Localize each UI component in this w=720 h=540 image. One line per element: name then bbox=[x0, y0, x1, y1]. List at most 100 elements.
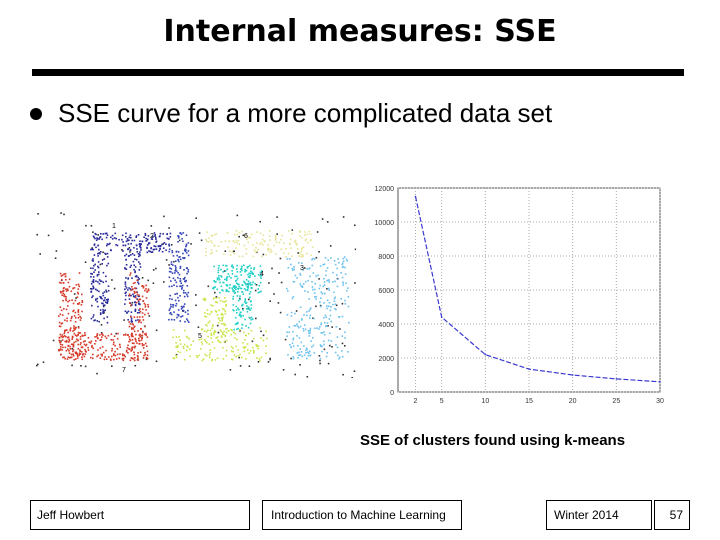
scatter-point bbox=[144, 306, 147, 308]
scatter-point bbox=[74, 328, 76, 330]
scatter-point bbox=[307, 351, 309, 353]
scatter-point bbox=[96, 372, 98, 375]
scatter-point bbox=[62, 336, 65, 338]
scatter-point bbox=[217, 339, 220, 342]
scatter-point bbox=[97, 337, 99, 340]
scatter-point bbox=[250, 267, 252, 269]
scatter-point bbox=[178, 273, 181, 276]
scatter-point bbox=[229, 369, 232, 371]
scatter-point bbox=[179, 258, 182, 261]
scatter-point bbox=[296, 323, 298, 325]
sse-data-point bbox=[528, 368, 530, 370]
scatter-point bbox=[122, 250, 124, 252]
scatter-point bbox=[203, 298, 205, 301]
scatter-point bbox=[84, 334, 87, 336]
scatter-point bbox=[75, 351, 78, 354]
scatter-point bbox=[136, 312, 139, 314]
scatter-point bbox=[319, 362, 321, 365]
scatter-point bbox=[97, 255, 99, 257]
scatter-point bbox=[250, 319, 252, 321]
scatter-point bbox=[275, 253, 277, 255]
scatter-point bbox=[125, 277, 127, 279]
scatter-point bbox=[333, 300, 336, 302]
scatter-point bbox=[72, 310, 74, 313]
scatter-point bbox=[67, 312, 70, 315]
scatter-point bbox=[173, 319, 176, 321]
scatter-point bbox=[335, 326, 338, 328]
scatter-point bbox=[338, 261, 340, 264]
scatter-point bbox=[131, 253, 134, 255]
scatter-point bbox=[131, 342, 134, 344]
scatter-point bbox=[67, 348, 69, 351]
scatter-point bbox=[327, 325, 329, 327]
scatter-point bbox=[208, 320, 211, 323]
scatter-point bbox=[311, 281, 313, 283]
scatter-point bbox=[328, 289, 330, 291]
scatter-point bbox=[192, 340, 194, 342]
scatter-point bbox=[265, 253, 268, 256]
scatter-point bbox=[321, 218, 324, 220]
scatter-point bbox=[269, 357, 271, 360]
scatter-point bbox=[147, 235, 150, 237]
scatter-point bbox=[205, 247, 207, 250]
scatter-point bbox=[134, 308, 137, 311]
scatter-point bbox=[325, 316, 327, 318]
scatter-point bbox=[205, 330, 208, 333]
scatter-point bbox=[179, 265, 182, 268]
scatter-point bbox=[63, 308, 65, 310]
scatter-point bbox=[64, 275, 67, 277]
scatter-point bbox=[63, 335, 66, 337]
scatter-point bbox=[247, 285, 250, 287]
scatter-point bbox=[230, 333, 232, 336]
scatter-point bbox=[311, 246, 314, 248]
scatter-point bbox=[327, 362, 330, 365]
scatter-point bbox=[130, 242, 132, 245]
scatter-point bbox=[129, 339, 132, 342]
scatter-point bbox=[184, 280, 186, 282]
scatter-point bbox=[77, 347, 80, 350]
scatter-point bbox=[165, 243, 167, 245]
scatter-point bbox=[241, 230, 243, 233]
scatter-point bbox=[114, 344, 116, 347]
scatter-point bbox=[321, 332, 324, 334]
scatter-point bbox=[232, 250, 235, 253]
scatter-point bbox=[101, 297, 103, 300]
scatter-point bbox=[129, 359, 132, 362]
scatter-point bbox=[71, 348, 74, 350]
scatter-point bbox=[77, 355, 79, 357]
scatter-point bbox=[236, 271, 239, 273]
scatter-point bbox=[138, 243, 141, 246]
scatter-point bbox=[106, 243, 109, 245]
scatter-point bbox=[210, 304, 212, 306]
scatter-point bbox=[143, 354, 145, 357]
scatter-point bbox=[232, 290, 235, 293]
scatter-point bbox=[133, 292, 136, 294]
scatter-point bbox=[320, 297, 322, 299]
scatter-point bbox=[255, 284, 258, 286]
scatter-point bbox=[220, 330, 223, 333]
scatter-point bbox=[211, 358, 213, 361]
scatter-point bbox=[64, 346, 67, 349]
scatter-point bbox=[304, 290, 306, 292]
scatter-point bbox=[127, 289, 129, 291]
scatter-point bbox=[246, 283, 248, 285]
scatter-point bbox=[280, 281, 283, 284]
scatter-point bbox=[176, 285, 178, 288]
scatter-point bbox=[78, 285, 80, 287]
scatter-point bbox=[162, 243, 164, 245]
scatter-point bbox=[125, 291, 127, 294]
scatter-point bbox=[233, 287, 236, 290]
scatter-point bbox=[178, 335, 180, 338]
scatter-point bbox=[252, 255, 255, 258]
scatter-point bbox=[326, 325, 328, 327]
scatter-point bbox=[96, 238, 99, 240]
scatter-point bbox=[62, 292, 64, 295]
scatter-point bbox=[130, 316, 132, 318]
scatter-point bbox=[143, 236, 145, 238]
scatter-point bbox=[98, 248, 100, 251]
scatter-point bbox=[185, 245, 187, 248]
scatter-point bbox=[60, 309, 63, 312]
scatter-point bbox=[279, 311, 282, 314]
scatter-point bbox=[326, 279, 328, 282]
scatter-point bbox=[67, 281, 70, 284]
